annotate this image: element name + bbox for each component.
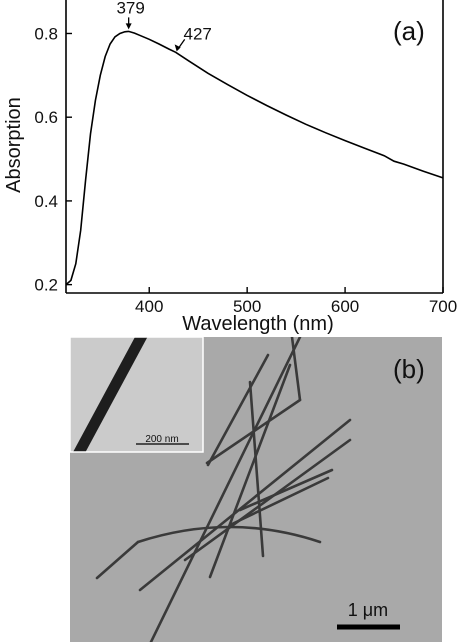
y-tick-label: 0.2 (34, 276, 58, 295)
nanowires (95, 337, 352, 642)
x-tick-label: 500 (233, 297, 261, 316)
panel-a-label: (a) (393, 16, 425, 46)
y-tick-label: 0.8 (34, 24, 58, 43)
absorption-spectrum-panel: 400 500 600 700 0.2 0.4 0.6 0.8 379 427 Wavelen… (3, 0, 457, 335)
y-tick-label: 0.4 (34, 192, 58, 211)
inset-border (69, 336, 204, 453)
x-ticks: 400 500 600 700 (135, 287, 457, 316)
absorption-series-line (65, 30, 444, 286)
annotation-label: 427 (183, 24, 211, 43)
x-axis-label: Wavelength (nm) (182, 313, 334, 335)
x-tick-label: 600 (331, 297, 359, 316)
annotation-label: 379 (116, 0, 144, 17)
peak-annotations: 379 427 (116, 0, 212, 52)
annotation-arrowhead (125, 23, 132, 30)
panel-b-label: (b) (393, 354, 425, 384)
inset-nanowire (73, 337, 148, 452)
tem-image-panel: 200 nm 1 μm (b) (69, 336, 442, 642)
inset-scale-label: 200 nm (145, 434, 178, 445)
y-tick-label: 0.6 (34, 108, 58, 127)
annotation-arrowhead (174, 44, 181, 52)
x-tick-label: 400 (135, 297, 163, 316)
y-ticks: 0.2 0.4 0.6 0.8 (34, 24, 72, 295)
y-axis-label: Absorption (3, 97, 25, 193)
x-tick-label: 700 (429, 297, 457, 316)
main-scale-label: 1 μm (348, 600, 388, 620)
